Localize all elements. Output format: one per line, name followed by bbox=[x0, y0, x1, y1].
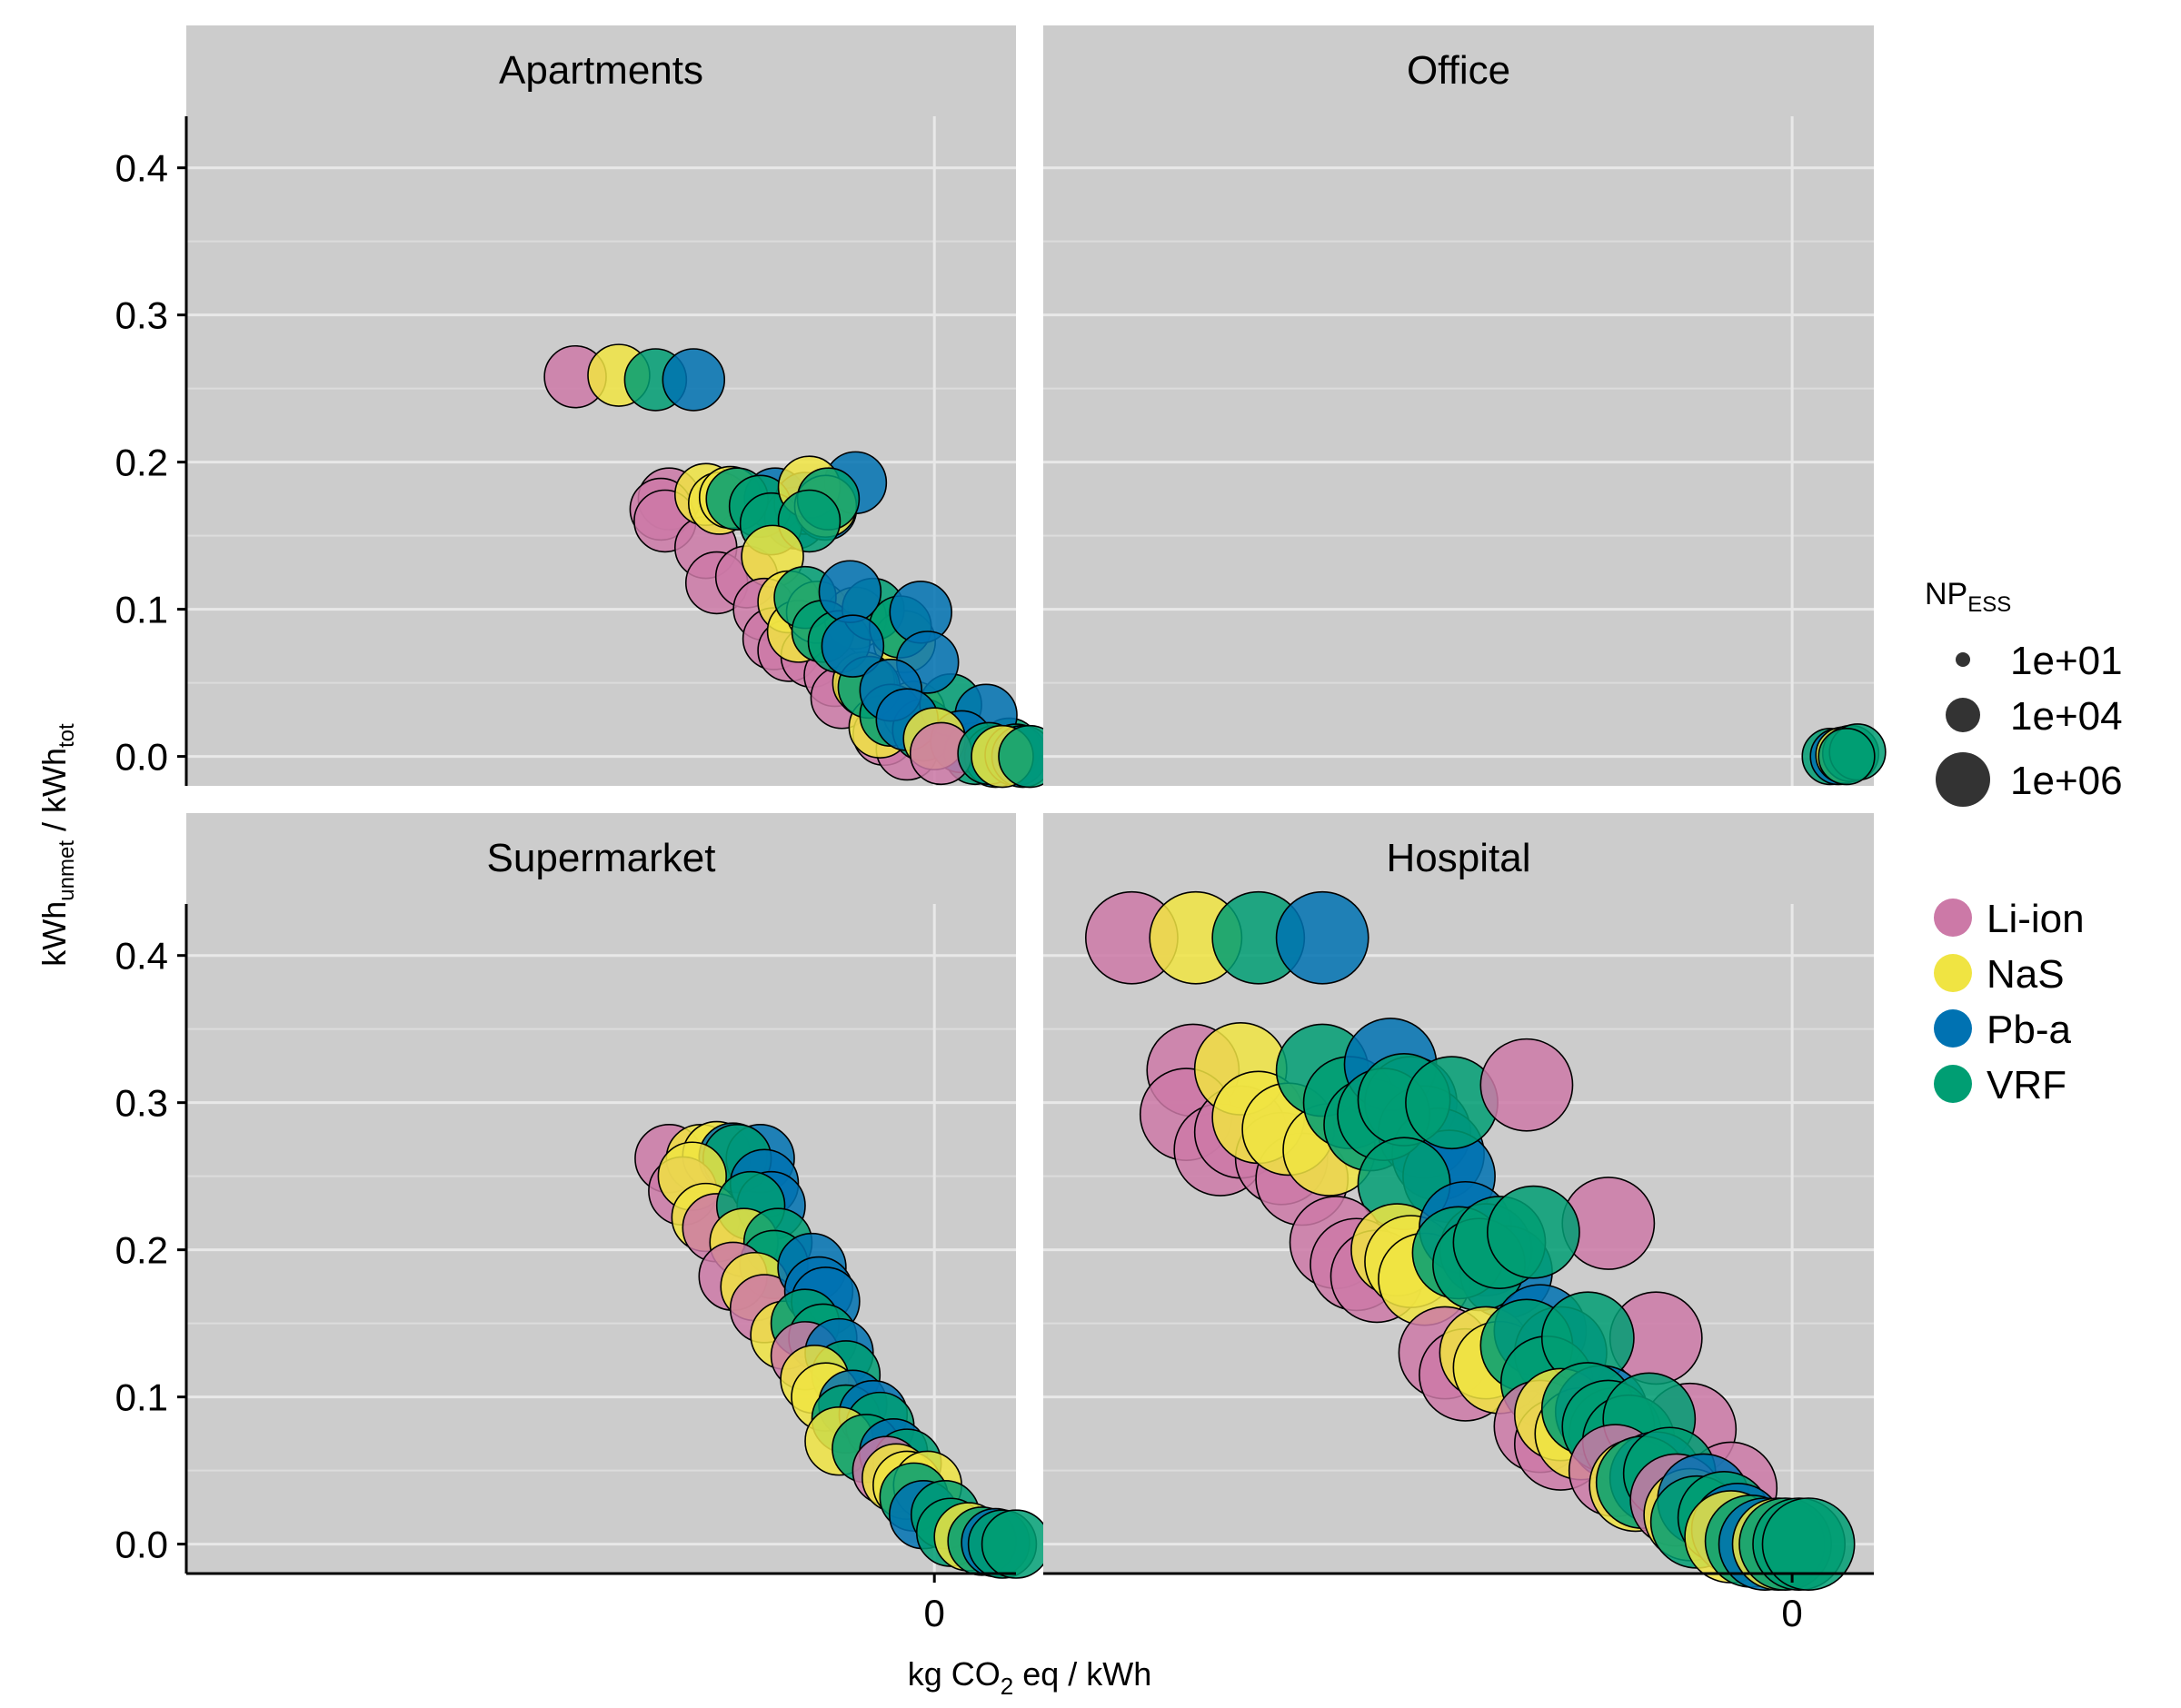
x-tick-label: 0 bbox=[1781, 1592, 1802, 1634]
panels-layer: Apartments Office Supermarket Hospital bbox=[186, 25, 1887, 1592]
color-legend-key-pb-a bbox=[1934, 1009, 1972, 1048]
y-tick-label: 0.4 bbox=[115, 147, 168, 190]
y-tick-label: 0.0 bbox=[115, 1524, 168, 1566]
facet-strip-label: Office bbox=[1407, 48, 1510, 93]
facet-panel-office: Office bbox=[1043, 25, 1887, 786]
color-legend-key-nas bbox=[1934, 954, 1972, 992]
panel-background bbox=[1043, 116, 1874, 786]
data-point-pb-a bbox=[818, 560, 882, 623]
y-tick-label: 0.0 bbox=[115, 736, 168, 779]
facet-strip-label: Hospital bbox=[1387, 836, 1531, 880]
x-tick-label: 0 bbox=[924, 1592, 945, 1634]
data-point-vrf bbox=[1818, 728, 1876, 786]
facet-strip bbox=[186, 813, 1016, 904]
size-legend-key bbox=[1956, 652, 1970, 667]
data-point-vrf bbox=[1487, 1185, 1580, 1279]
legend-layer: NPESS 1e+01 1e+04 1e+06 Li-ion NaS Pb-a VRF bbox=[1925, 577, 2123, 1107]
y-tick-label: 0.1 bbox=[115, 589, 168, 631]
data-point-pb-a bbox=[1275, 890, 1369, 985]
facet-strip-label: Apartments bbox=[499, 48, 703, 93]
data-point-vrf bbox=[1761, 1497, 1856, 1592]
y-tick-label: 0.2 bbox=[115, 1229, 168, 1272]
facet-panel-supermarket: Supermarket bbox=[186, 813, 1051, 1579]
axes-layer: 0.0 0.1 0.2 0.3 0.4 0.0 0.1 0.2 0.3 0.4 0 0 kg CO2 e… bbox=[35, 116, 1874, 1700]
data-point-pb-a bbox=[821, 614, 885, 678]
facet-strip-label: Supermarket bbox=[487, 836, 716, 880]
facet-strip bbox=[1043, 25, 1874, 116]
facet-panel-apartments: Apartments bbox=[186, 25, 1061, 789]
color-legend-key-vrf bbox=[1934, 1065, 1972, 1103]
color-legend-label: Pb-a bbox=[1987, 1008, 2071, 1052]
color-legend-label: NaS bbox=[1987, 952, 2065, 997]
color-legend-key-li-ion bbox=[1934, 899, 1972, 937]
color-legend-label: VRF bbox=[1987, 1063, 2066, 1107]
data-point-li-ion bbox=[1479, 1038, 1574, 1132]
facet-panel-hospital: Hospital bbox=[1043, 813, 1874, 1592]
y-tick-label: 0.1 bbox=[115, 1376, 168, 1419]
color-legend-label: Li-ion bbox=[1987, 897, 2085, 941]
data-point-vrf bbox=[981, 1509, 1051, 1579]
y-tick-label: 0.3 bbox=[115, 294, 168, 337]
size-legend-label: 1e+04 bbox=[2010, 694, 2123, 739]
data-point-pb-a bbox=[662, 348, 726, 412]
y-tick-label: 0.3 bbox=[115, 1082, 168, 1125]
size-legend-label: 1e+01 bbox=[2010, 639, 2123, 683]
size-legend-key bbox=[1946, 698, 1980, 732]
x-axis-title: kg CO2 eq / kWh bbox=[908, 1655, 1152, 1700]
facet-strip bbox=[186, 25, 1016, 116]
size-legend-title: NPESS bbox=[1925, 577, 2011, 617]
size-legend-key bbox=[1936, 752, 1990, 807]
y-tick-label: 0.2 bbox=[115, 442, 168, 484]
y-tick-label: 0.4 bbox=[115, 935, 168, 978]
facet-strip bbox=[1043, 813, 1874, 904]
y-axis-title: kWhunmet / kWhtot bbox=[35, 723, 79, 967]
size-legend-label: 1e+06 bbox=[2010, 759, 2123, 803]
